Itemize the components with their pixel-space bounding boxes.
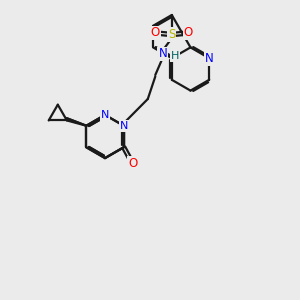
Text: N: N: [101, 110, 109, 120]
Text: O: O: [151, 26, 160, 40]
Text: H: H: [171, 51, 180, 62]
Text: O: O: [184, 26, 193, 40]
Text: N: N: [119, 121, 128, 131]
Text: N: N: [205, 52, 214, 65]
Text: O: O: [128, 157, 137, 170]
Text: N: N: [158, 47, 167, 61]
Text: S: S: [168, 28, 176, 41]
